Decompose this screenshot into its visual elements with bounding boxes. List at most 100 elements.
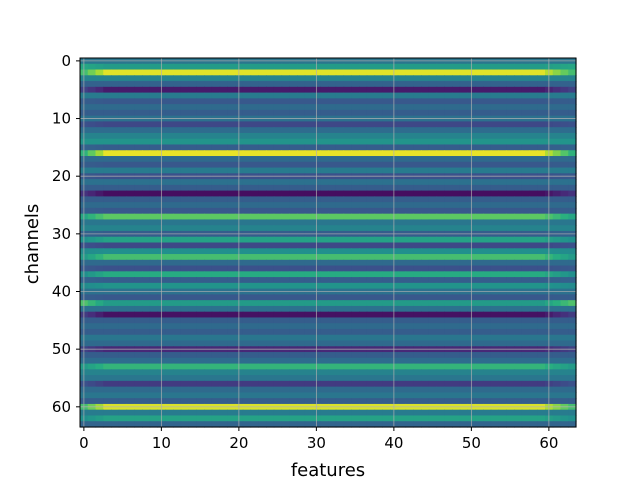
heatmap-cell	[537, 294, 546, 301]
heatmap-cell	[134, 92, 143, 99]
heatmap-cell	[413, 352, 422, 359]
heatmap-cell	[343, 92, 352, 99]
heatmap-cell	[103, 225, 112, 232]
heatmap-cell	[242, 386, 252, 394]
heatmap-cell	[428, 305, 438, 313]
heatmap-cell	[134, 386, 143, 394]
heatmap-cell	[142, 415, 151, 422]
heatmap-cell	[413, 104, 422, 111]
heatmap-cell	[382, 242, 391, 249]
heatmap-cell	[111, 386, 120, 394]
heatmap-cell	[103, 386, 112, 394]
heatmap-cell	[165, 150, 174, 157]
heatmap-cell	[537, 104, 546, 111]
heatmap-cell	[413, 236, 422, 244]
heatmap-cell	[498, 277, 507, 284]
heatmap-cell	[413, 271, 422, 278]
heatmap-cell	[304, 63, 314, 71]
heatmap-cell	[142, 386, 151, 394]
heatmap-cell	[413, 86, 422, 94]
heatmap-cell	[196, 398, 205, 405]
heatmap-cell	[250, 167, 259, 174]
heatmap-cell	[289, 161, 298, 169]
heatmap-cell	[521, 75, 531, 82]
heatmap-cell	[103, 156, 112, 163]
heatmap-cell	[382, 386, 391, 394]
heatmap-cell	[211, 127, 221, 134]
heatmap-cell	[413, 415, 422, 422]
heatmap-cell	[335, 254, 345, 261]
heatmap-cell	[343, 328, 352, 336]
heatmap-cell	[142, 161, 151, 169]
heatmap-cell	[87, 317, 97, 324]
heatmap-cell	[126, 363, 135, 370]
heatmap-cell	[529, 196, 538, 203]
heatmap-cell	[196, 340, 205, 347]
heatmap-cell	[219, 259, 228, 267]
heatmap-cell	[134, 334, 143, 342]
heatmap-cell	[118, 277, 128, 284]
heatmap-cell	[560, 196, 569, 203]
heatmap-cell	[459, 109, 469, 117]
heatmap-cell	[320, 161, 329, 169]
heatmap-cell	[444, 207, 453, 215]
heatmap-cell	[490, 63, 500, 71]
heatmap-cell	[374, 415, 383, 422]
heatmap-cell	[421, 300, 430, 307]
heatmap-cell	[405, 109, 414, 117]
heatmap-cell	[196, 409, 205, 417]
y-tick-label: 40	[52, 283, 71, 301]
heatmap-cell	[374, 167, 383, 174]
heatmap-cell	[490, 138, 500, 146]
heatmap-cell	[537, 202, 546, 209]
heatmap-cell	[537, 121, 546, 128]
heatmap-cell	[436, 69, 445, 76]
heatmap-cell	[87, 138, 97, 146]
heatmap-cell	[180, 317, 190, 324]
heatmap-cell	[219, 265, 228, 272]
heatmap-cell	[428, 242, 438, 249]
x-axis: 0 10 20 30 40 50 60	[79, 427, 558, 452]
heatmap-cell	[436, 236, 445, 244]
heatmap-cell	[227, 138, 236, 146]
heatmap-cell	[180, 184, 190, 192]
heatmap-cell	[359, 294, 368, 301]
heatmap-cell	[552, 63, 562, 71]
heatmap-cell	[366, 380, 376, 388]
heatmap-cell	[304, 409, 314, 417]
heatmap-cell	[343, 265, 352, 272]
heatmap-cell	[490, 415, 500, 422]
heatmap-cell	[335, 179, 345, 186]
heatmap-cell	[250, 236, 259, 244]
heatmap-cell	[436, 415, 445, 422]
heatmap-cell	[537, 300, 546, 307]
heatmap-cell	[405, 282, 414, 290]
heatmap-cell	[258, 69, 267, 76]
heatmap-cell	[219, 109, 228, 117]
heatmap-cell	[250, 202, 259, 209]
heatmap-cell	[560, 409, 569, 417]
heatmap-cell	[149, 109, 159, 117]
heatmap-cell	[289, 69, 298, 76]
heatmap-cell	[320, 127, 329, 134]
heatmap-cell	[111, 156, 120, 163]
heatmap-cell	[258, 144, 267, 151]
heatmap-cell	[142, 184, 151, 192]
heatmap-cell	[258, 213, 267, 221]
heatmap-cell	[413, 340, 422, 347]
heatmap-cell	[459, 161, 469, 169]
heatmap-cell	[359, 132, 368, 140]
heatmap-cell	[320, 184, 329, 192]
heatmap-cell	[165, 300, 174, 307]
heatmap-cell	[359, 398, 368, 405]
heatmap-cell	[428, 190, 438, 197]
heatmap-cell	[250, 254, 259, 261]
heatmap-cell	[103, 202, 112, 209]
heatmap-cell	[180, 69, 190, 76]
heatmap-cell	[111, 305, 120, 313]
heatmap-cell	[568, 409, 577, 417]
heatmap-cell	[134, 271, 143, 278]
heatmap-cell	[436, 271, 445, 278]
heatmap-cell	[552, 81, 562, 88]
heatmap-cell	[397, 132, 407, 140]
